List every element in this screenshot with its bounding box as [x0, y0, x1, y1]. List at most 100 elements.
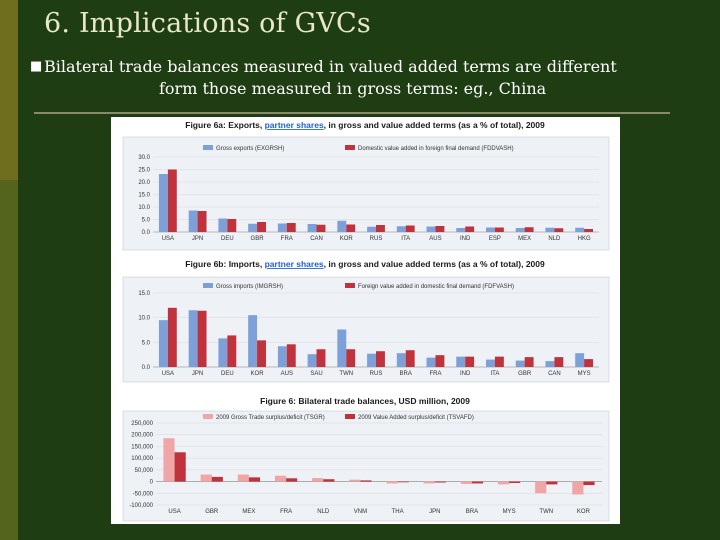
bar: [277, 346, 287, 367]
x-tick-label: HKG: [578, 236, 591, 242]
x-tick-label: CAN: [548, 371, 561, 377]
y-tick-label: -100,000: [129, 503, 153, 509]
x-tick-label: TWN: [539, 509, 553, 515]
legend-swatch: [345, 414, 355, 419]
y-tick-label: 150,000: [131, 444, 153, 450]
bar: [227, 335, 237, 367]
x-tick-label: AUS: [281, 371, 293, 377]
bar: [349, 479, 361, 482]
bar: [337, 329, 347, 367]
bullet-text-line1: Bilateral trade balances measured in val…: [44, 57, 617, 76]
bar: [524, 357, 534, 367]
bar: [376, 351, 385, 367]
chart-2: Figure 6b: Imports, partner shares, in g…: [122, 259, 610, 383]
bar: [367, 226, 376, 232]
bar: [248, 477, 261, 482]
bar: [434, 481, 446, 483]
x-tick-label: JPN: [192, 371, 203, 377]
bullet-text-line2: form those measured in gross terms: eg.,…: [159, 79, 547, 98]
x-tick-label: MYS: [578, 371, 591, 377]
chart-1: Figure 6a: Exports, partner shares, in g…: [122, 120, 610, 251]
x-tick-label: JPN: [429, 509, 440, 515]
legend-swatch: [345, 283, 355, 288]
chart-title: Figure 6a: Exports, partner shares, in g…: [185, 120, 545, 130]
x-tick-label: DEU: [221, 371, 234, 377]
bar: [316, 224, 326, 232]
bar: [286, 344, 296, 367]
bar: [386, 481, 398, 484]
bar: [158, 174, 168, 232]
bar: [211, 476, 223, 482]
bar: [257, 222, 266, 232]
bar: [158, 320, 168, 367]
bar: [426, 357, 436, 367]
x-tick-label: ESP: [489, 236, 501, 242]
bar: [546, 481, 558, 485]
x-tick-label: NLD: [548, 236, 561, 242]
legend-label: Domestic value added in foreign final de…: [358, 146, 514, 152]
x-tick-label: USA: [162, 371, 174, 377]
x-tick-label: GBR: [518, 371, 532, 377]
bar: [274, 475, 287, 482]
bar: [426, 226, 436, 232]
bar: [456, 356, 466, 367]
bullet-square-icon: ■: [30, 59, 43, 74]
x-tick-label: KOR: [251, 371, 265, 377]
legend-swatch: [345, 145, 355, 150]
bar: [396, 226, 406, 232]
legend-label: 2009 Value Added surplus/deficit (TSVAFD…: [358, 415, 474, 421]
bar: [584, 229, 594, 232]
bar: [405, 225, 415, 232]
chart-title: Figure 6: Bilateral trade balances, USD …: [260, 396, 470, 406]
bar: [167, 169, 177, 232]
y-tick-label: 250,000: [131, 421, 153, 427]
bar: [337, 220, 347, 232]
legend-label: Foreign value added in domestic final de…: [358, 284, 514, 290]
x-tick-label: ITA: [490, 371, 499, 377]
bar: [376, 225, 385, 232]
bar: [323, 479, 335, 482]
x-tick-label: BRA: [400, 371, 412, 377]
x-tick-label: RUS: [370, 371, 383, 377]
x-tick-label: SAU: [310, 371, 322, 377]
x-tick-label: GBR: [205, 509, 219, 515]
bar: [465, 356, 475, 367]
bullet-point: ■ Bilateral trade balances measured in v…: [30, 56, 690, 100]
x-tick-label: NLD: [317, 509, 330, 515]
y-tick-label: 5.0: [142, 218, 151, 224]
x-tick-label: JPN: [192, 236, 203, 242]
bar: [471, 481, 484, 484]
y-tick-label: 0.0: [142, 230, 151, 236]
left-accent-bar-lower: [0, 180, 18, 540]
bar: [167, 307, 177, 367]
bar: [460, 481, 472, 484]
bar: [494, 356, 504, 367]
legend-swatch: [203, 145, 213, 150]
bar: [277, 223, 287, 232]
bar: [545, 227, 555, 232]
x-tick-label: MEX: [242, 509, 255, 515]
bar: [316, 349, 326, 367]
y-tick-label: 0.0: [142, 365, 151, 371]
bar: [405, 350, 415, 367]
x-tick-label: MYS: [503, 509, 516, 515]
bar: [486, 227, 495, 232]
y-tick-label: 10.0: [138, 316, 150, 322]
bar: [575, 353, 585, 367]
x-tick-label: MEX: [518, 236, 531, 242]
bar: [486, 359, 495, 367]
x-tick-label: KOR: [340, 236, 354, 242]
x-tick-label: THA: [392, 509, 404, 515]
bar: [218, 338, 228, 367]
x-tick-label: USA: [168, 509, 180, 515]
bar: [575, 227, 585, 232]
x-tick-label: ITA: [401, 236, 410, 242]
bar: [509, 481, 521, 483]
chart-panel: [122, 136, 610, 251]
bar: [583, 481, 595, 486]
x-tick-label: DEU: [221, 236, 234, 242]
x-tick-label: TWN: [339, 371, 353, 377]
bar: [197, 211, 207, 232]
bar: [286, 223, 296, 232]
y-tick-label: 200,000: [131, 433, 153, 439]
